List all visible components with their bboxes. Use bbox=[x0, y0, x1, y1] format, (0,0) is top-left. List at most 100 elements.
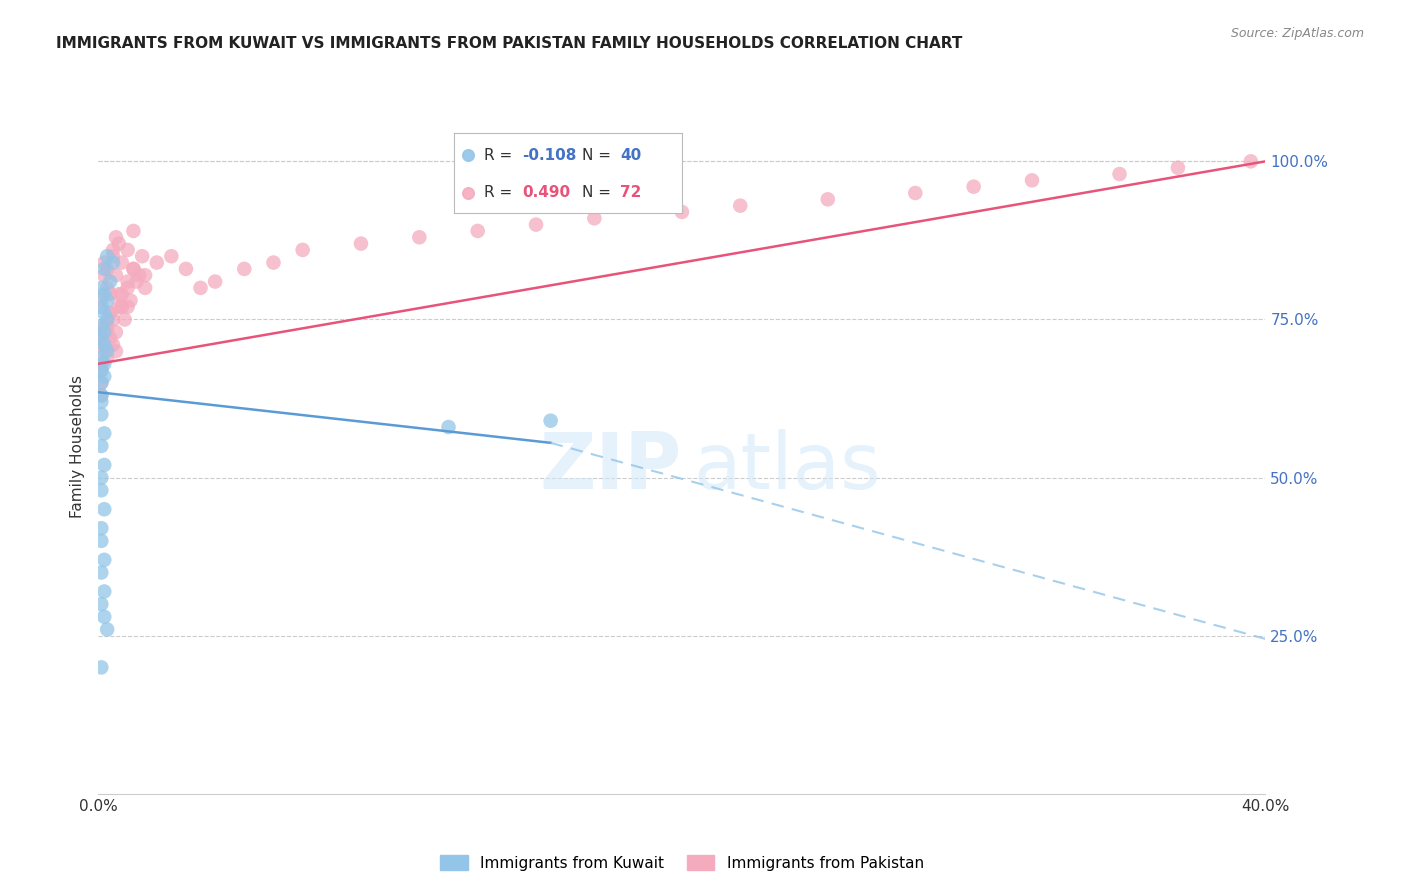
Point bbox=[190, 281, 212, 295]
Point bbox=[98, 306, 121, 320]
Point bbox=[96, 351, 118, 365]
Point bbox=[96, 623, 118, 637]
Point bbox=[93, 338, 115, 352]
Point bbox=[90, 521, 112, 535]
Point bbox=[101, 255, 124, 269]
Point bbox=[90, 388, 112, 402]
Point bbox=[96, 281, 118, 295]
Point bbox=[93, 502, 115, 516]
Point bbox=[90, 331, 112, 345]
Point bbox=[131, 249, 153, 263]
Point bbox=[108, 300, 131, 314]
Point bbox=[93, 325, 115, 339]
Point bbox=[122, 224, 145, 238]
Point bbox=[93, 261, 115, 276]
Text: atlas: atlas bbox=[693, 429, 882, 505]
Point bbox=[90, 293, 112, 308]
Point bbox=[98, 275, 121, 289]
Point bbox=[90, 660, 112, 674]
Point bbox=[90, 597, 112, 611]
Point bbox=[134, 281, 156, 295]
Point bbox=[96, 312, 118, 326]
Point bbox=[96, 344, 118, 359]
Text: -0.108: -0.108 bbox=[523, 148, 576, 163]
Point bbox=[90, 363, 112, 377]
Point bbox=[93, 268, 115, 283]
Text: 40: 40 bbox=[620, 148, 641, 163]
Point bbox=[90, 363, 112, 377]
Point bbox=[583, 211, 606, 226]
Point bbox=[1240, 154, 1263, 169]
Point bbox=[90, 408, 112, 422]
Point bbox=[457, 186, 479, 200]
Point bbox=[93, 325, 115, 339]
Point bbox=[98, 306, 121, 320]
Point bbox=[128, 268, 150, 283]
Point bbox=[117, 243, 139, 257]
Point bbox=[111, 300, 134, 314]
Point bbox=[114, 312, 136, 326]
Point bbox=[117, 281, 139, 295]
Point bbox=[93, 369, 115, 384]
Point bbox=[96, 249, 118, 263]
Point bbox=[104, 344, 127, 359]
Point bbox=[90, 566, 112, 580]
Point bbox=[467, 224, 489, 238]
Point bbox=[93, 287, 115, 301]
Point bbox=[117, 275, 139, 289]
Point bbox=[540, 414, 562, 428]
Point bbox=[146, 255, 169, 269]
Point bbox=[96, 318, 118, 333]
Point bbox=[104, 325, 127, 339]
Point bbox=[90, 388, 112, 402]
Text: 0.490: 0.490 bbox=[523, 186, 571, 201]
Point bbox=[1021, 173, 1043, 187]
Point bbox=[457, 148, 479, 162]
Point bbox=[93, 306, 115, 320]
Point bbox=[408, 230, 430, 244]
Point bbox=[101, 338, 124, 352]
Point bbox=[1167, 161, 1189, 175]
Text: R =: R = bbox=[484, 186, 517, 201]
Point bbox=[96, 261, 118, 276]
Point bbox=[90, 281, 112, 295]
Point bbox=[120, 293, 142, 308]
Text: R =: R = bbox=[484, 148, 517, 163]
Point bbox=[104, 268, 127, 283]
Point bbox=[111, 287, 134, 301]
Text: 72: 72 bbox=[620, 186, 643, 201]
Point bbox=[93, 584, 115, 599]
Point bbox=[93, 426, 115, 441]
Text: N =: N = bbox=[582, 186, 616, 201]
Text: IMMIGRANTS FROM KUWAIT VS IMMIGRANTS FROM PAKISTAN FAMILY HOUSEHOLDS CORRELATION: IMMIGRANTS FROM KUWAIT VS IMMIGRANTS FRO… bbox=[56, 36, 963, 51]
Point bbox=[291, 243, 314, 257]
Point bbox=[93, 338, 115, 352]
Point bbox=[90, 357, 112, 371]
Point bbox=[90, 351, 112, 365]
Point bbox=[98, 287, 121, 301]
Point bbox=[350, 236, 373, 251]
Point bbox=[90, 318, 112, 333]
Point bbox=[90, 300, 112, 314]
Point bbox=[93, 357, 115, 371]
Point bbox=[101, 312, 124, 326]
Point bbox=[817, 192, 839, 206]
Y-axis label: Family Households: Family Households bbox=[69, 375, 84, 517]
Point bbox=[728, 199, 751, 213]
Point bbox=[671, 205, 693, 219]
Text: Source: ZipAtlas.com: Source: ZipAtlas.com bbox=[1230, 27, 1364, 40]
Point bbox=[93, 344, 115, 359]
Point bbox=[96, 325, 118, 339]
Text: N =: N = bbox=[582, 148, 616, 163]
Legend: Immigrants from Kuwait, Immigrants from Pakistan: Immigrants from Kuwait, Immigrants from … bbox=[434, 848, 929, 877]
Point bbox=[962, 179, 984, 194]
Point bbox=[90, 439, 112, 453]
Point bbox=[125, 275, 148, 289]
Point bbox=[437, 420, 460, 434]
Point bbox=[134, 268, 156, 283]
Point bbox=[90, 483, 112, 498]
Point bbox=[524, 218, 547, 232]
Point bbox=[904, 186, 927, 200]
Point bbox=[101, 243, 124, 257]
Point bbox=[90, 376, 112, 390]
